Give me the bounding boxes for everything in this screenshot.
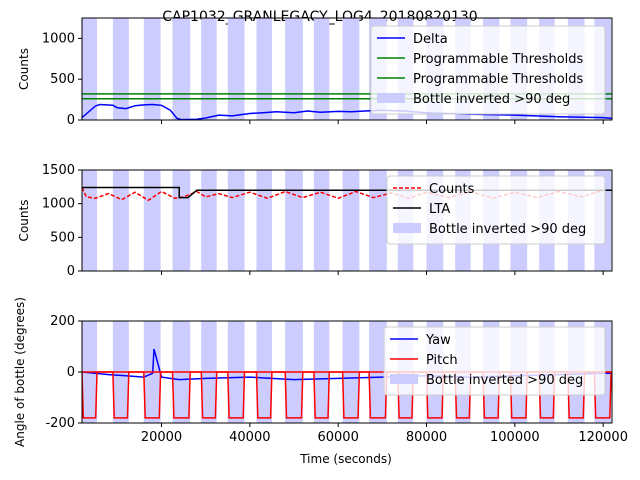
y-tick-label: 0 [67, 365, 75, 380]
legend-swatch [393, 223, 421, 233]
legend-label: Programmable Thresholds [413, 52, 584, 67]
y-tick-label: -200 [45, 416, 75, 431]
y-tick-label: 500 [50, 72, 75, 87]
y-tick-label: 200 [50, 314, 75, 329]
legend-label: Pitch [426, 353, 458, 368]
x-tick-label: 40000 [229, 430, 270, 445]
x-tick-label: 120000 [578, 430, 628, 445]
legend-swatch [390, 374, 418, 384]
y-tick-label: 0 [67, 113, 75, 128]
inverted-band [285, 170, 303, 271]
inverted-band [256, 18, 272, 120]
legend-label: Delta [413, 32, 448, 47]
legend-label: Counts [429, 182, 475, 197]
axes-frame [81, 169, 613, 272]
panel-middle: 0 500 1000 1500 Counts Counts LTA Bottle invert… [17, 163, 613, 279]
legend-label: Bottle inverted >90 deg [413, 92, 570, 107]
legend-label: Bottle inverted >90 deg [426, 373, 583, 388]
inverted-band [201, 18, 217, 120]
x-tick-label: 60000 [317, 430, 358, 445]
legend-box [370, 25, 606, 115]
inverted-band [313, 170, 330, 271]
legend-label: Yaw [425, 333, 451, 348]
inverted-band [112, 18, 129, 120]
panel-bottom: -200 0 200 20000 40000 60000 80000 100000 120000… [13, 297, 628, 447]
y-tick-label: 1500 [42, 163, 75, 178]
y-tick-label: 1000 [42, 197, 75, 212]
axes-frame [81, 17, 613, 121]
inverted-band [227, 170, 245, 271]
legend-box [383, 326, 606, 396]
legend-label: Bottle inverted >90 deg [429, 222, 586, 237]
inverted-band [82, 170, 98, 271]
y-tick-label: 500 [50, 230, 75, 245]
inverted-band [342, 18, 360, 120]
y-axis-label: Counts [17, 48, 31, 90]
inverted-band [172, 18, 191, 120]
series-counts [82, 187, 612, 202]
inverted-band [143, 170, 161, 271]
inverted-band [285, 18, 303, 120]
legend-label: LTA [429, 202, 450, 217]
legend-label: Programmable Thresholds [413, 72, 584, 87]
y-axis-label: Counts [17, 200, 31, 242]
series-lta [82, 186, 612, 199]
x-tick-label: 80000 [406, 430, 447, 445]
inverted-band [112, 170, 129, 271]
inverted-band [342, 170, 360, 271]
x-tick-label: 100000 [490, 430, 540, 445]
x-tick-label: 20000 [141, 430, 182, 445]
y-tick-label: 0 [67, 264, 75, 279]
inverted-band [201, 170, 217, 271]
legend-box [386, 175, 606, 245]
legend-swatch [377, 93, 405, 103]
inverted-band [256, 170, 272, 271]
inverted-band [369, 170, 387, 271]
inverted-band [313, 18, 330, 120]
inverted-band [82, 18, 98, 120]
inverted-band [172, 170, 191, 271]
panel-top: 0 500 1000 Counts Delta Programmable Threshol… [17, 17, 613, 128]
y-axis-label: Angle of bottle (degrees) [13, 297, 27, 447]
y-tick-label: 1000 [42, 31, 75, 46]
x-axis-label: Time (seconds) [299, 452, 392, 466]
inverted-band [227, 18, 245, 120]
